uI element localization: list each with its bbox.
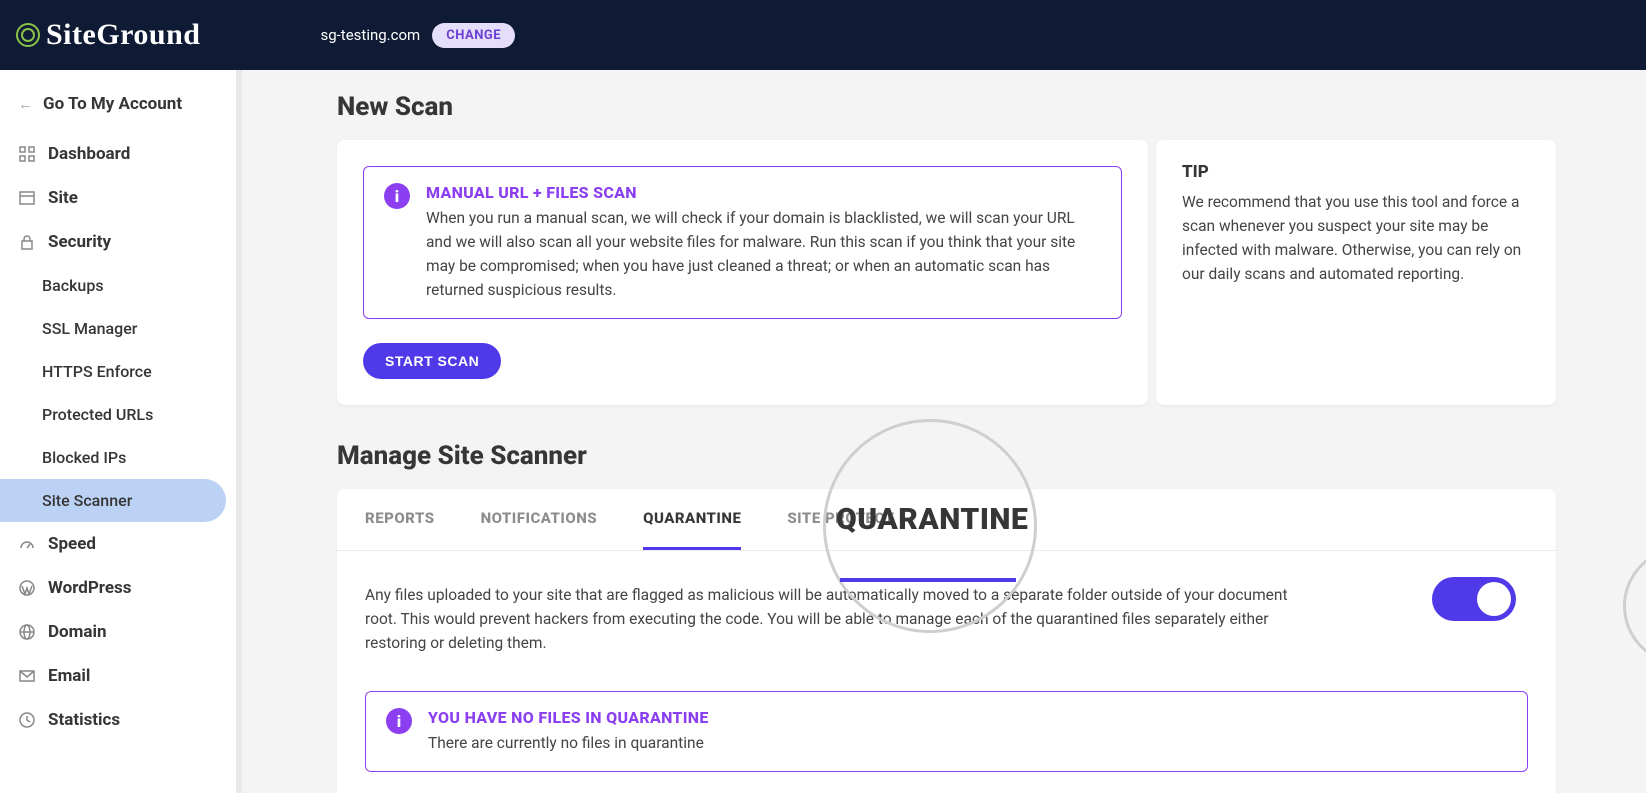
sidebar-item-label: Email bbox=[48, 666, 90, 686]
back-to-account-link[interactable]: ← Go To My Account bbox=[0, 88, 236, 132]
tab-notifications[interactable]: NOTIFICATIONS bbox=[481, 489, 598, 550]
sidebar-item-label: Speed bbox=[48, 534, 96, 554]
quarantine-toggle[interactable] bbox=[1432, 577, 1516, 621]
clock-icon bbox=[18, 712, 36, 728]
topbar: SiteGround sg-testing.com CHANGE bbox=[0, 0, 1646, 70]
lock-icon bbox=[18, 234, 36, 250]
sidebar-subitem-label: Site Scanner bbox=[42, 491, 132, 510]
sidebar-subitem-label: HTTPS Enforce bbox=[42, 362, 152, 381]
start-scan-button[interactable]: START SCAN bbox=[363, 343, 501, 379]
back-label: Go To My Account bbox=[43, 94, 182, 114]
brand-swirl-icon bbox=[16, 23, 40, 47]
grid-icon bbox=[18, 146, 36, 162]
tip-card: TIP We recommend that you use this tool … bbox=[1156, 140, 1556, 405]
gauge-icon bbox=[18, 536, 36, 552]
scan-info-text: MANUAL URL + FILES SCAN When you run a m… bbox=[426, 183, 1101, 302]
sidebar-item-site[interactable]: Site bbox=[0, 176, 236, 220]
sidebar-subitem-https-enforce[interactable]: HTTPS Enforce bbox=[0, 350, 236, 393]
sidebar-subitem-label: Backups bbox=[42, 276, 104, 295]
quarantine-description: Any files uploaded to your site that are… bbox=[365, 583, 1315, 655]
tip-title: TIP bbox=[1182, 162, 1530, 182]
sidebar-item-label: Dashboard bbox=[48, 144, 130, 164]
quarantine-empty-title: YOU HAVE NO FILES IN QUARANTINE bbox=[428, 708, 709, 727]
sidebar-subitem-blocked-ips[interactable]: Blocked IPs bbox=[0, 436, 236, 479]
window-icon bbox=[18, 190, 36, 206]
sidebar-subitem-ssl-manager[interactable]: SSL Manager bbox=[0, 307, 236, 350]
sidebar-item-label: Site bbox=[48, 188, 78, 208]
quarantine-empty-text: YOU HAVE NO FILES IN QUARANTINE There ar… bbox=[428, 708, 709, 755]
mail-icon bbox=[18, 668, 36, 684]
new-scan-heading: New Scan bbox=[337, 92, 1556, 122]
tab-site-protect[interactable]: SITE PROTECT bbox=[787, 489, 894, 550]
scan-info-title: MANUAL URL + FILES SCAN bbox=[426, 183, 1101, 202]
globe-icon bbox=[18, 624, 36, 640]
main-content: New Scan i MANUAL URL + FILES SCAN When … bbox=[242, 70, 1646, 793]
scan-card: i MANUAL URL + FILES SCAN When you run a… bbox=[337, 140, 1148, 405]
quarantine-empty-desc: There are currently no files in quaranti… bbox=[428, 731, 709, 755]
sidebar-subitem-label: SSL Manager bbox=[42, 319, 137, 338]
sidebar-item-statistics[interactable]: Statistics bbox=[0, 698, 236, 742]
sidebar-item-label: Security bbox=[48, 232, 111, 252]
change-domain-button[interactable]: CHANGE bbox=[432, 23, 515, 48]
sidebar-item-security[interactable]: Security bbox=[0, 220, 236, 264]
manage-heading: Manage Site Scanner bbox=[337, 441, 1556, 471]
current-domain: sg-testing.com bbox=[321, 26, 421, 44]
arrow-left-icon: ← bbox=[18, 95, 33, 113]
sidebar: ← Go To My Account Dashboard Site Securi… bbox=[0, 70, 242, 793]
tip-desc: We recommend that you use this tool and … bbox=[1182, 190, 1530, 286]
magnifier-overlay-toggle bbox=[1623, 547, 1646, 665]
sidebar-item-speed[interactable]: Speed bbox=[0, 522, 236, 566]
manage-tabs: REPORTS NOTIFICATIONS QUARANTINE SITE PR… bbox=[337, 489, 1556, 551]
quarantine-tab-body: Any files uploaded to your site that are… bbox=[337, 551, 1556, 793]
sidebar-item-wordpress[interactable]: WordPress bbox=[0, 566, 236, 610]
sidebar-item-domain[interactable]: Domain bbox=[0, 610, 236, 654]
sidebar-item-label: WordPress bbox=[48, 578, 132, 598]
sidebar-subitem-label: Protected URLs bbox=[42, 405, 153, 424]
sidebar-item-label: Statistics bbox=[48, 710, 120, 730]
brand-name: SiteGround bbox=[46, 18, 201, 52]
toggle-knob bbox=[1477, 582, 1511, 616]
manage-section: Manage Site Scanner REPORTS NOTIFICATION… bbox=[337, 441, 1556, 793]
sidebar-security-children: Backups SSL Manager HTTPS Enforce Protec… bbox=[0, 264, 236, 522]
sidebar-subitem-site-scanner[interactable]: Site Scanner bbox=[0, 479, 226, 522]
sidebar-item-dashboard[interactable]: Dashboard bbox=[0, 132, 236, 176]
sidebar-item-email[interactable]: Email bbox=[0, 654, 236, 698]
domain-switcher: sg-testing.com CHANGE bbox=[321, 23, 516, 48]
scan-info-desc: When you run a manual scan, we will chec… bbox=[426, 206, 1101, 302]
sidebar-subitem-label: Blocked IPs bbox=[42, 448, 126, 467]
sidebar-subitem-protected-urls[interactable]: Protected URLs bbox=[0, 393, 236, 436]
scan-info-box: i MANUAL URL + FILES SCAN When you run a… bbox=[363, 166, 1122, 319]
sidebar-subitem-backups[interactable]: Backups bbox=[0, 264, 236, 307]
new-scan-row: i MANUAL URL + FILES SCAN When you run a… bbox=[337, 140, 1556, 405]
manage-card: REPORTS NOTIFICATIONS QUARANTINE SITE PR… bbox=[337, 489, 1556, 793]
brand-logo[interactable]: SiteGround bbox=[16, 18, 201, 52]
sidebar-item-label: Domain bbox=[48, 622, 107, 642]
wordpress-icon bbox=[18, 580, 36, 596]
quarantine-empty-box: i YOU HAVE NO FILES IN QUARANTINE There … bbox=[365, 691, 1528, 772]
info-icon: i bbox=[384, 183, 410, 209]
tab-quarantine[interactable]: QUARANTINE bbox=[643, 489, 741, 550]
info-icon: i bbox=[386, 708, 412, 734]
tab-reports[interactable]: REPORTS bbox=[365, 489, 435, 550]
